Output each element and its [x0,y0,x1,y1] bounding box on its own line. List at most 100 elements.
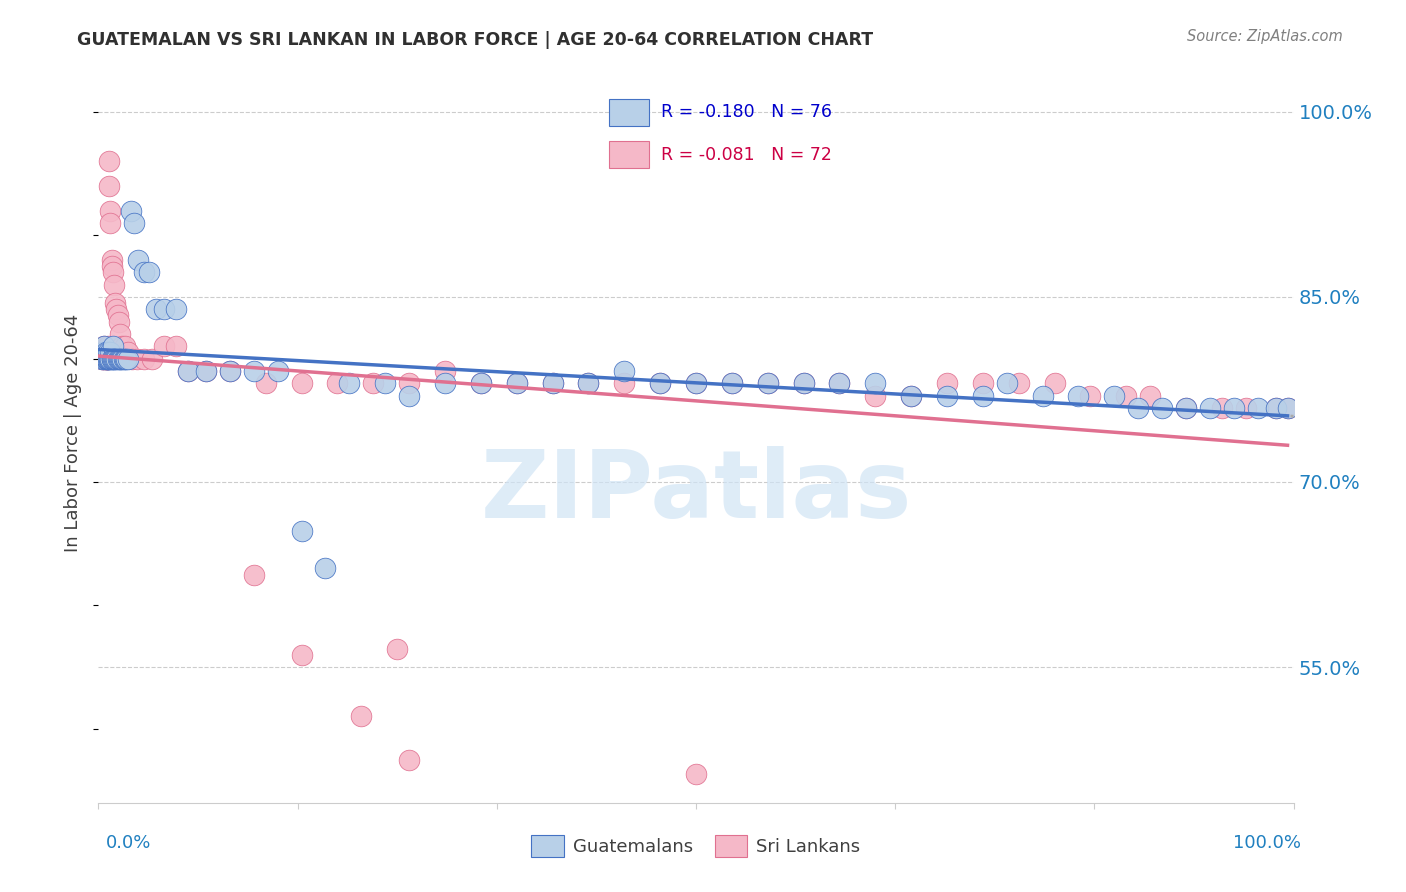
Point [793,376,815,391]
Point [177,364,200,378]
Point [578,376,600,391]
Point [506,376,529,391]
Point [1264,401,1286,415]
Point [613,376,636,391]
Point [828,376,851,391]
Point [434,376,457,391]
Point [125,351,148,366]
Point [91,351,114,366]
Point [195,364,218,378]
Point [165,339,187,353]
Point [936,389,959,403]
Point [108,326,131,341]
Point [291,376,314,391]
Point [98,216,122,230]
Point [398,389,420,403]
Point [112,351,135,366]
Point [685,376,707,391]
Point [1115,389,1137,403]
Point [96,351,118,366]
Point [91,351,114,366]
Point [96,351,118,366]
Point [114,339,136,353]
Point [115,351,138,366]
Point [1043,376,1066,391]
Point [1234,401,1257,415]
Point [97,339,120,353]
Point [865,389,887,403]
Point [165,302,187,317]
Point [195,364,218,378]
Point [1277,401,1299,415]
Point [828,376,851,391]
Point [103,351,125,366]
Point [97,351,120,366]
Point [177,364,200,378]
Y-axis label: In Labor Force | Age 20-64: In Labor Force | Age 20-64 [65,313,83,552]
Point [219,364,242,378]
Point [91,351,114,366]
Text: ZIPatlas: ZIPatlas [481,446,911,538]
Point [104,351,127,366]
Point [1008,376,1031,391]
Point [291,648,314,662]
Point [1080,389,1102,403]
Point [100,351,122,366]
Point [972,389,994,403]
Text: GUATEMALAN VS SRI LANKAN IN LABOR FORCE | AGE 20-64 CORRELATION CHART: GUATEMALAN VS SRI LANKAN IN LABOR FORCE … [77,31,873,49]
Point [107,351,129,366]
Point [101,339,124,353]
Point [470,376,492,391]
Point [254,376,277,391]
Point [91,345,114,359]
Point [132,351,155,366]
Point [101,265,124,279]
Point [1223,401,1246,415]
Point [108,351,131,366]
Point [1199,401,1222,415]
Point [103,277,125,292]
Point [291,524,314,539]
Point [138,265,160,279]
Point [107,309,129,323]
Point [117,351,139,366]
Point [315,561,337,575]
Point [434,364,457,378]
Point [98,351,121,366]
Point [398,376,420,391]
Point [98,351,121,366]
Point [648,376,672,391]
Point [117,345,139,359]
Point [121,351,143,366]
Point [98,351,122,366]
Point [111,351,134,366]
Point [541,376,564,391]
Point [756,376,779,391]
Point [578,376,600,391]
Point [105,351,128,366]
Point [1128,401,1150,415]
Point [219,364,242,378]
Point [936,376,959,391]
Point [1264,401,1286,415]
Point [1175,401,1198,415]
Point [98,154,121,169]
Point [326,376,349,391]
Point [1175,401,1198,415]
Point [98,203,122,218]
Point [93,339,115,353]
Point [1104,389,1126,403]
Point [506,376,529,391]
Point [97,351,120,366]
Point [350,709,373,723]
Point [105,302,128,317]
Point [107,315,129,329]
Point [613,364,636,378]
Point [96,351,118,366]
Point [94,351,117,366]
Point [1211,401,1233,415]
Point [145,302,167,317]
Point [374,376,396,391]
Point [685,767,707,781]
Point [1277,401,1299,415]
